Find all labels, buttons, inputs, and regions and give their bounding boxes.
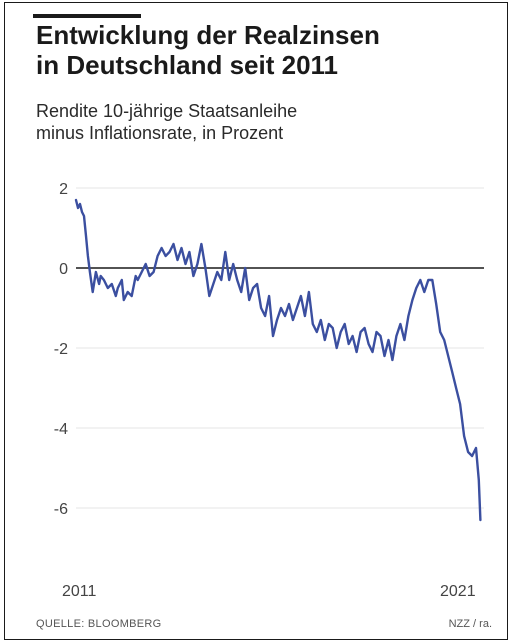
source-note: QUELLE: BLOOMBERG — [36, 618, 162, 630]
x-tick-label: 2011 — [62, 583, 97, 600]
y-tick-label: 2 — [59, 181, 68, 198]
y-axis-tick-labels: 2 0 -2 -4 -6 — [54, 181, 68, 518]
gridlines — [76, 187, 484, 509]
y-tick-label: -2 — [54, 341, 68, 358]
header-accent-bar — [33, 14, 141, 18]
chart-subtitle: Rendite 10-jährige Staatsanleihe minus I… — [36, 100, 496, 144]
y-tick-label: -6 — [54, 501, 68, 518]
x-axis-tick-labels: 2011 2021 — [62, 583, 476, 600]
data-points — [76, 200, 481, 520]
y-tick-label: 0 — [59, 261, 68, 278]
x-tick-label: 2021 — [440, 583, 476, 600]
chart-frame — [4, 2, 508, 640]
chart-title-line-2: in Deutschland seit 2011 — [36, 50, 339, 80]
chart-subtitle-line-2: minus Inflationsrate, in Prozent — [36, 123, 284, 143]
chart-title: Entwicklung der Realzinsen in Deutschlan… — [36, 20, 496, 80]
chart-subtitle-line-1: Rendite 10-jährige Staatsanleihe — [36, 101, 298, 121]
chart-title-line-1: Entwicklung der Realzinsen — [36, 20, 380, 50]
y-tick-label: -4 — [54, 421, 68, 438]
credit-note: NZZ / ra. — [448, 618, 492, 630]
real-interest-rate-line — [74, 198, 482, 522]
